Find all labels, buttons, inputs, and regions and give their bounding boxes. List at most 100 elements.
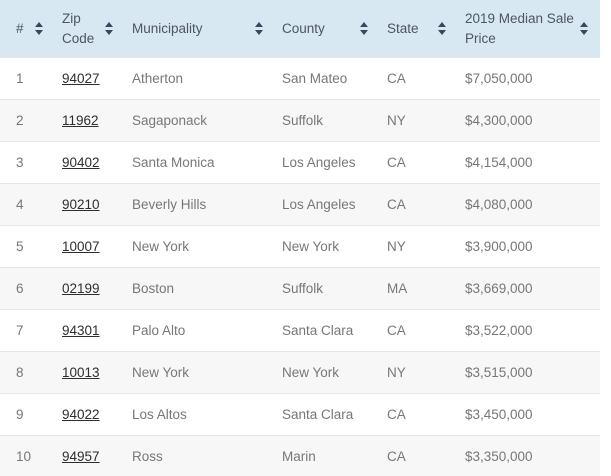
- state-cell: CA: [371, 57, 449, 100]
- column-header-zip-code-label: Zip Code: [62, 10, 95, 46]
- table-row: 6 02199 Boston Suffolk MA $3,669,000: [0, 267, 600, 310]
- municipality-cell: Atherton: [116, 57, 266, 100]
- state-cell: NY: [371, 351, 449, 394]
- header-row: # Zip Code Municipality: [0, 0, 600, 58]
- state-cell: CA: [371, 435, 449, 476]
- zip-code-link[interactable]: 11962: [62, 113, 99, 128]
- price-cell: $3,450,000: [449, 393, 600, 436]
- state-cell: NY: [371, 99, 449, 142]
- state-cell: MA: [371, 267, 449, 310]
- column-header-municipality[interactable]: Municipality: [116, 0, 266, 58]
- table-header: # Zip Code Municipality: [0, 0, 600, 58]
- column-header-municipality-label: Municipality: [132, 20, 203, 36]
- rank-cell: 4: [0, 183, 46, 226]
- zip-cell: 94301: [46, 309, 116, 352]
- municipality-cell: Santa Monica: [116, 141, 266, 184]
- price-cell: $4,080,000: [449, 183, 600, 226]
- column-header-median-sale-price[interactable]: 2019 Median Sale Price: [449, 0, 600, 58]
- zip-code-link[interactable]: 94022: [62, 407, 100, 422]
- county-cell: San Mateo: [266, 57, 371, 100]
- table-row: 7 94301 Palo Alto Santa Clara CA $3,522,…: [0, 309, 600, 352]
- municipality-cell: Palo Alto: [116, 309, 266, 352]
- sort-arrows-icon: [105, 22, 113, 35]
- column-header-county[interactable]: County: [266, 0, 371, 58]
- rank-cell: 10: [0, 435, 46, 476]
- zip-code-link[interactable]: 02199: [62, 281, 100, 296]
- municipality-cell: New York: [116, 351, 266, 394]
- price-cell: $3,900,000: [449, 225, 600, 268]
- column-header-rank[interactable]: #: [0, 0, 46, 58]
- county-cell: Marin: [266, 435, 371, 476]
- price-cell: $4,154,000: [449, 141, 600, 184]
- state-cell: NY: [371, 225, 449, 268]
- county-cell: Suffolk: [266, 267, 371, 310]
- state-cell: CA: [371, 141, 449, 184]
- zip-code-link[interactable]: 90402: [62, 155, 100, 170]
- column-header-zip-code[interactable]: Zip Code: [46, 0, 116, 58]
- zip-cell: 94027: [46, 57, 116, 100]
- table-row: 5 10007 New York New York NY $3,900,000: [0, 225, 600, 268]
- zip-code-link[interactable]: 94957: [62, 449, 100, 464]
- price-cell: $3,522,000: [449, 309, 600, 352]
- municipality-cell: New York: [116, 225, 266, 268]
- zip-cell: 10007: [46, 225, 116, 268]
- price-cell: $3,515,000: [449, 351, 600, 394]
- municipality-cell: Sagaponack: [116, 99, 266, 142]
- table-row: 8 10013 New York New York NY $3,515,000: [0, 351, 600, 394]
- price-cell: $4,300,000: [449, 99, 600, 142]
- county-cell: New York: [266, 225, 371, 268]
- zip-cell: 94022: [46, 393, 116, 436]
- rank-cell: 3: [0, 141, 46, 184]
- sort-arrows-icon: [580, 22, 588, 35]
- zip-code-link[interactable]: 94027: [62, 71, 100, 86]
- municipality-cell: Ross: [116, 435, 266, 476]
- zip-cell: 11962: [46, 99, 116, 142]
- sort-arrows-icon: [255, 22, 263, 35]
- rank-cell: 8: [0, 351, 46, 394]
- county-cell: Los Angeles: [266, 141, 371, 184]
- table-row: 1 94027 Atherton San Mateo CA $7,050,000: [0, 57, 600, 100]
- sort-arrows-icon: [438, 22, 446, 35]
- zip-code-link[interactable]: 94301: [62, 323, 100, 338]
- table-row: 2 11962 Sagaponack Suffolk NY $4,300,000: [0, 99, 600, 142]
- table-body: 1 94027 Atherton San Mateo CA $7,050,000…: [0, 57, 600, 476]
- state-cell: CA: [371, 309, 449, 352]
- table-row: 10 94957 Ross Marin CA $3,350,000: [0, 435, 600, 476]
- rank-cell: 7: [0, 309, 46, 352]
- rank-cell: 2: [0, 99, 46, 142]
- county-cell: New York: [266, 351, 371, 394]
- rank-cell: 9: [0, 393, 46, 436]
- column-header-county-label: County: [282, 20, 325, 36]
- rank-cell: 1: [0, 57, 46, 100]
- column-header-median-sale-price-label: 2019 Median Sale Price: [465, 10, 574, 46]
- column-header-rank-label: #: [16, 20, 24, 36]
- zip-cell: 90210: [46, 183, 116, 226]
- column-header-state[interactable]: State: [371, 0, 449, 58]
- county-cell: Santa Clara: [266, 309, 371, 352]
- zip-cell: 94957: [46, 435, 116, 476]
- sort-arrows-icon: [360, 22, 368, 35]
- zip-code-link[interactable]: 10007: [62, 239, 100, 254]
- county-cell: Santa Clara: [266, 393, 371, 436]
- county-cell: Suffolk: [266, 99, 371, 142]
- state-cell: CA: [371, 183, 449, 226]
- municipality-cell: Los Altos: [116, 393, 266, 436]
- municipality-cell: Boston: [116, 267, 266, 310]
- rank-cell: 5: [0, 225, 46, 268]
- column-header-state-label: State: [387, 20, 419, 36]
- zip-code-link[interactable]: 10013: [62, 365, 100, 380]
- county-cell: Los Angeles: [266, 183, 371, 226]
- zip-code-link[interactable]: 90210: [62, 197, 100, 212]
- municipality-cell: Beverly Hills: [116, 183, 266, 226]
- rank-cell: 6: [0, 267, 46, 310]
- price-cell: $7,050,000: [449, 57, 600, 100]
- table-row: 3 90402 Santa Monica Los Angeles CA $4,1…: [0, 141, 600, 184]
- price-cell: $3,669,000: [449, 267, 600, 310]
- table-row: 9 94022 Los Altos Santa Clara CA $3,450,…: [0, 393, 600, 436]
- table-row: 4 90210 Beverly Hills Los Angeles CA $4,…: [0, 183, 600, 226]
- zip-cell: 90402: [46, 141, 116, 184]
- sort-arrows-icon: [35, 22, 43, 35]
- zip-cell: 10013: [46, 351, 116, 394]
